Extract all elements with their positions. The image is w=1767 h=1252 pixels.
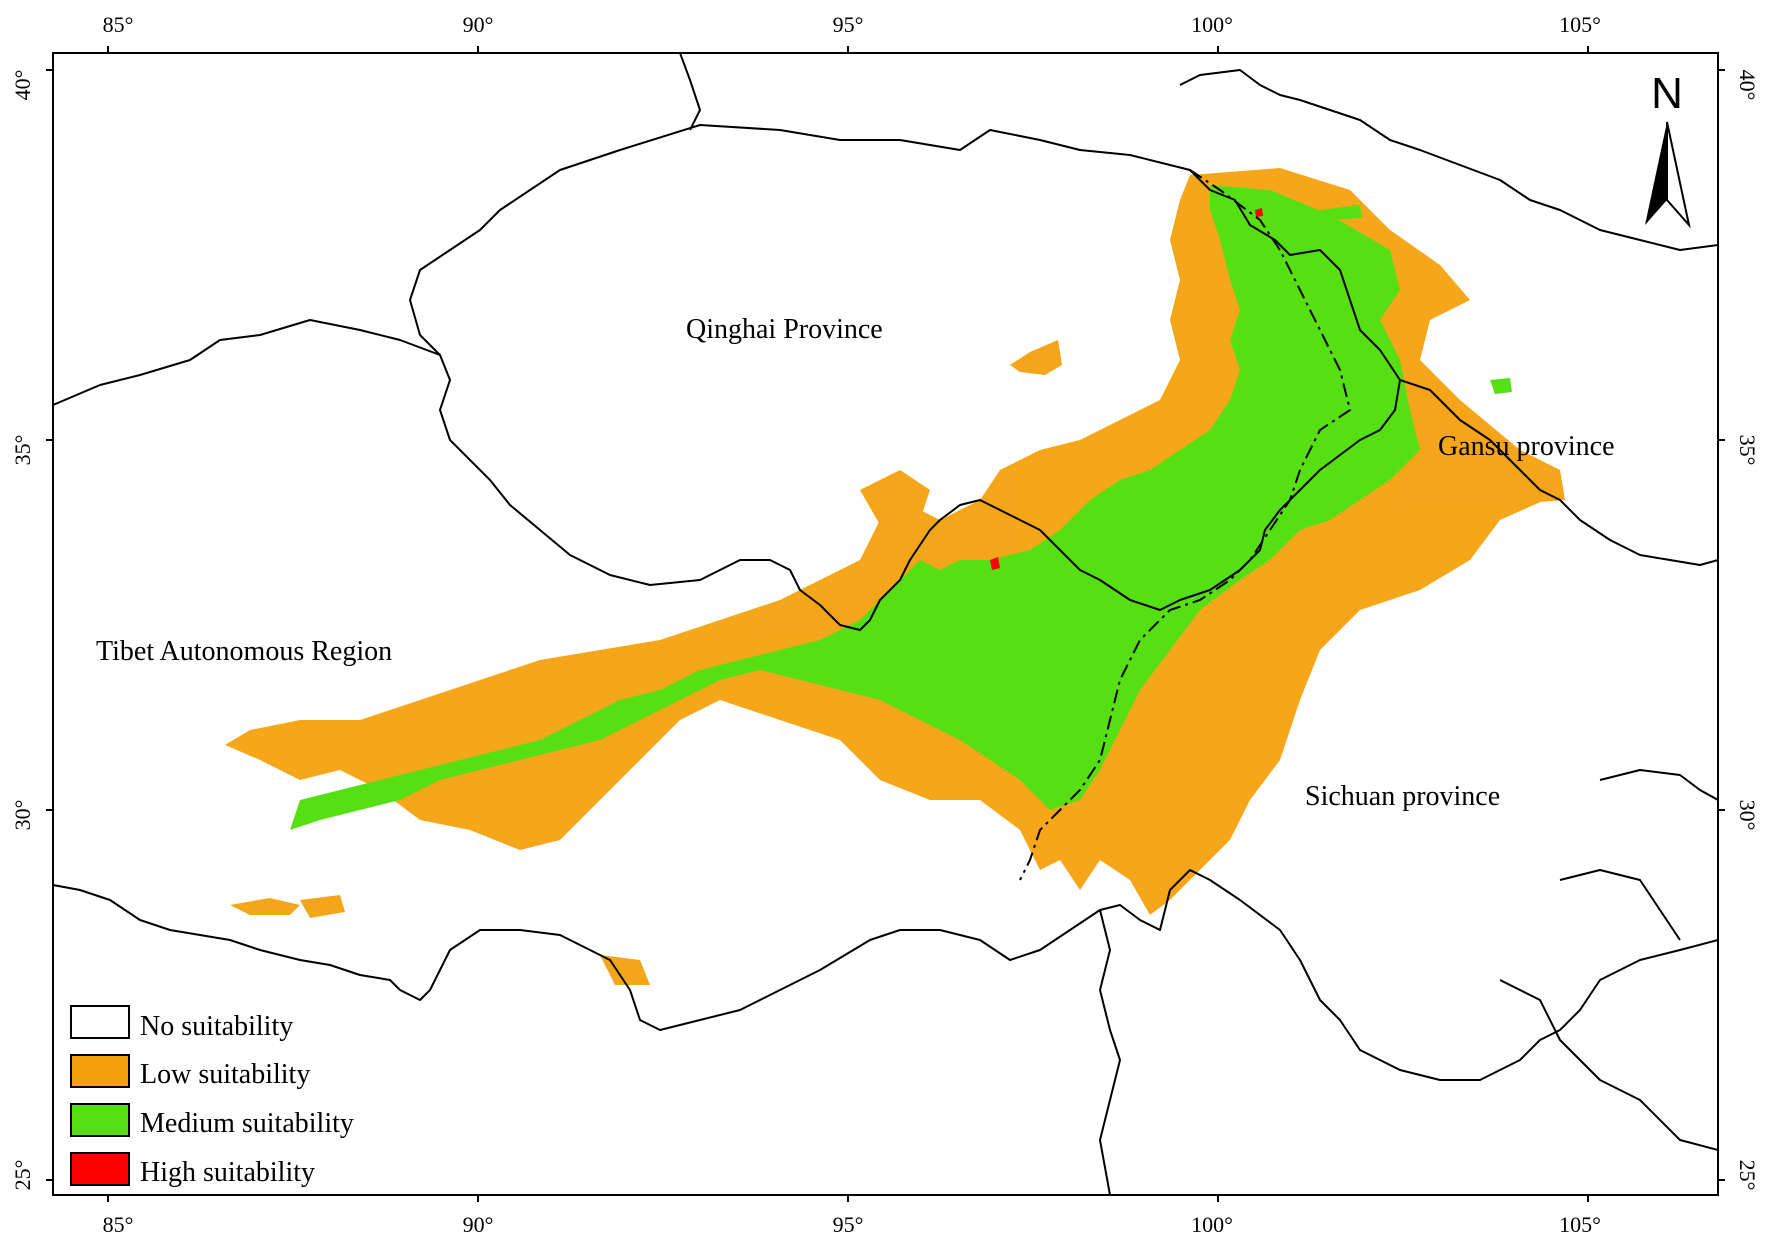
north-arrow-icon-outline: [1666, 121, 1691, 229]
lat-label-right-35: 35°: [1735, 435, 1760, 466]
medium-suitability-zones: [290, 185, 1512, 830]
legend-swatch-medium: [70, 1103, 130, 1137]
legend-swatch-none: [70, 1005, 130, 1039]
lat-label-left-25: 25°: [10, 1160, 35, 1191]
north-arrow: N: [1645, 69, 1691, 229]
region-label-qinghai: Qinghai Province: [686, 314, 883, 345]
lon-label-bottom-95: 95°: [833, 1212, 864, 1237]
lat-label-right-40: 40°: [1735, 70, 1760, 101]
lon-label-top-100: 100°: [1191, 12, 1233, 37]
north-arrow-icon: [1645, 122, 1667, 225]
latitude-ticks: [46, 69, 1725, 1181]
lon-label-top-85: 85°: [103, 12, 134, 37]
north-border: [679, 54, 701, 131]
legend-label-medium: Medium suitability: [140, 1108, 354, 1139]
region-label-gansu: Gansu province: [1438, 431, 1615, 462]
lat-labels-left: 40° 35° 30° 25°: [10, 70, 35, 1191]
region-label-tibet: Tibet Autonomous Region: [96, 636, 392, 667]
lon-label-bottom-90: 90°: [463, 1212, 494, 1237]
province-boundaries: [54, 54, 1717, 1194]
lat-label-left-30: 30°: [10, 800, 35, 831]
lon-label-bottom-85: 85°: [103, 1212, 134, 1237]
legend-label-high: High suitability: [140, 1157, 315, 1188]
lon-label-top-95: 95°: [833, 12, 864, 37]
lat-label-left-35: 35°: [10, 435, 35, 466]
legend-label-low: Low suitability: [140, 1059, 310, 1090]
longitude-ticks: [107, 46, 1589, 1202]
lat-label-left-40: 40°: [10, 70, 35, 101]
sichuan-boundary: [1239, 899, 1717, 1081]
lat-labels-right: 40° 35° 30° 25°: [1735, 70, 1760, 1191]
region-label-sichuan: Sichuan province: [1305, 781, 1500, 812]
lon-label-bottom-100: 100°: [1191, 1212, 1233, 1237]
lon-label-top-90: 90°: [463, 12, 494, 37]
legend-label-none: No suitability: [140, 1011, 293, 1042]
gansu-boundary: [1179, 69, 1717, 251]
legend-swatch-high: [70, 1152, 130, 1186]
legend: No suitability Low suitability Medium su…: [70, 1005, 354, 1188]
east-boundary: [1599, 769, 1717, 801]
lon-label-top-105: 105°: [1559, 12, 1601, 37]
lon-labels-bottom: 85° 90° 95° 100° 105°: [103, 1212, 1601, 1237]
north-arrow-label: N: [1651, 69, 1683, 118]
gansu-inner-boundary: [1399, 379, 1717, 566]
tibet-boundary: [54, 319, 441, 406]
chongqing-boundary: [1559, 869, 1681, 941]
qinghai-boundary: [409, 124, 1401, 631]
internal-boundary: [1019, 169, 1352, 881]
lower-east-boundary: [1499, 979, 1717, 1151]
legend-swatch-low: [70, 1054, 130, 1088]
yunnan-boundary: [1099, 909, 1121, 1194]
high-suitability-zones: [990, 208, 1263, 570]
lat-label-right-25: 25°: [1735, 1160, 1760, 1191]
lat-label-right-30: 30°: [1735, 800, 1760, 831]
lon-labels-top: 85° 90° 95° 100° 105°: [103, 12, 1601, 37]
lon-label-bottom-105: 105°: [1559, 1212, 1601, 1237]
